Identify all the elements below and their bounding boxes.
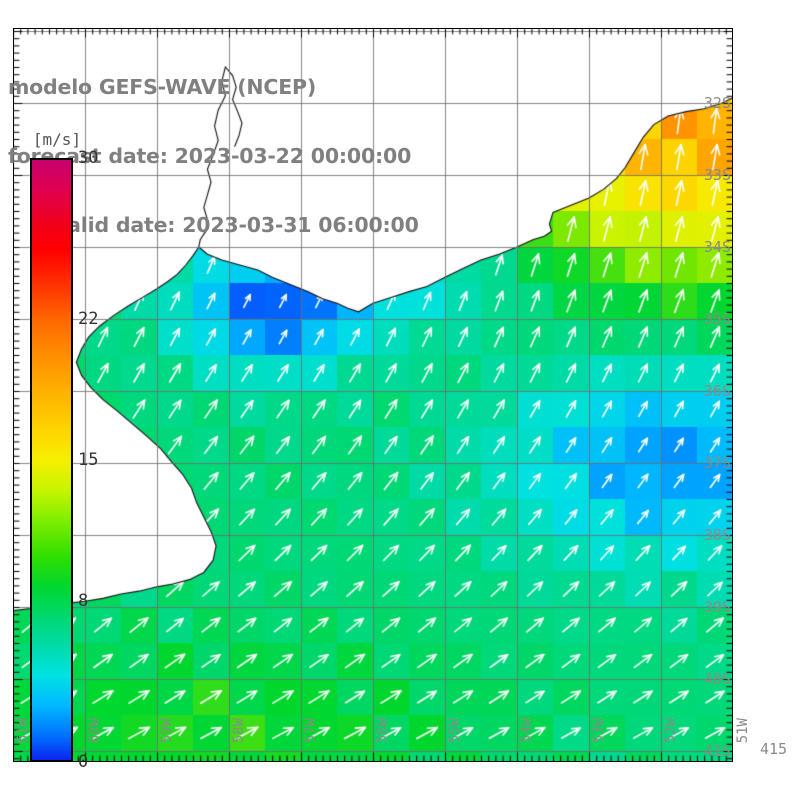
lon-label-58W: 58W [231, 718, 247, 744]
lat-label-35S: 35S [703, 310, 731, 328]
lon-label-52W: 52W [663, 718, 679, 744]
colorbar-gradient [30, 158, 73, 762]
colorbar-tick-22: 22 [78, 309, 99, 330]
lat-label-40S: 40S [703, 670, 731, 688]
lat-label-34S: 34S [703, 238, 731, 256]
colorbar-tick-8: 8 [78, 590, 89, 611]
lon-label-51W: 51W [735, 718, 751, 744]
lat-label-36S: 36S [703, 382, 731, 400]
colorbar[interactable] [30, 158, 73, 762]
colorbar-tick-0: 0 [78, 752, 89, 772]
lat-label-32S: 32S [703, 94, 731, 112]
lat-label-41S: 41S [703, 742, 731, 760]
map-plot-area[interactable] [13, 28, 733, 762]
lon-label-55W: 55W [447, 718, 463, 744]
lat-label-37S: 37S [703, 454, 731, 472]
colorbar-tick-15: 15 [78, 450, 99, 470]
title-valid-date: valid date: 2023-03-31 06:00:00 [54, 213, 419, 237]
lon-label-59W: 59W [159, 718, 175, 744]
lon-label-53W: 53W [591, 718, 607, 744]
lon-label-57W: 57W [303, 718, 319, 744]
colorbar-tick-30: 30 [78, 148, 99, 168]
lat-label-38S: 38S [703, 526, 731, 544]
lon-label-60W: 60W [87, 718, 103, 744]
lat-label-39S: 39S [703, 598, 731, 616]
lat-label-33S: 33S [703, 166, 731, 184]
corner-label: 415 [760, 740, 788, 758]
wind-speed-heatmap-canvas [13, 28, 733, 762]
title-model: modelo GEFS-WAVE (NCEP) [8, 75, 316, 99]
lon-label-56W: 56W [375, 718, 391, 744]
lon-label-54W: 54W [519, 718, 535, 744]
lon-label-61W: 61W [15, 718, 31, 744]
colorbar-unit-label: [m/s] [32, 130, 82, 149]
